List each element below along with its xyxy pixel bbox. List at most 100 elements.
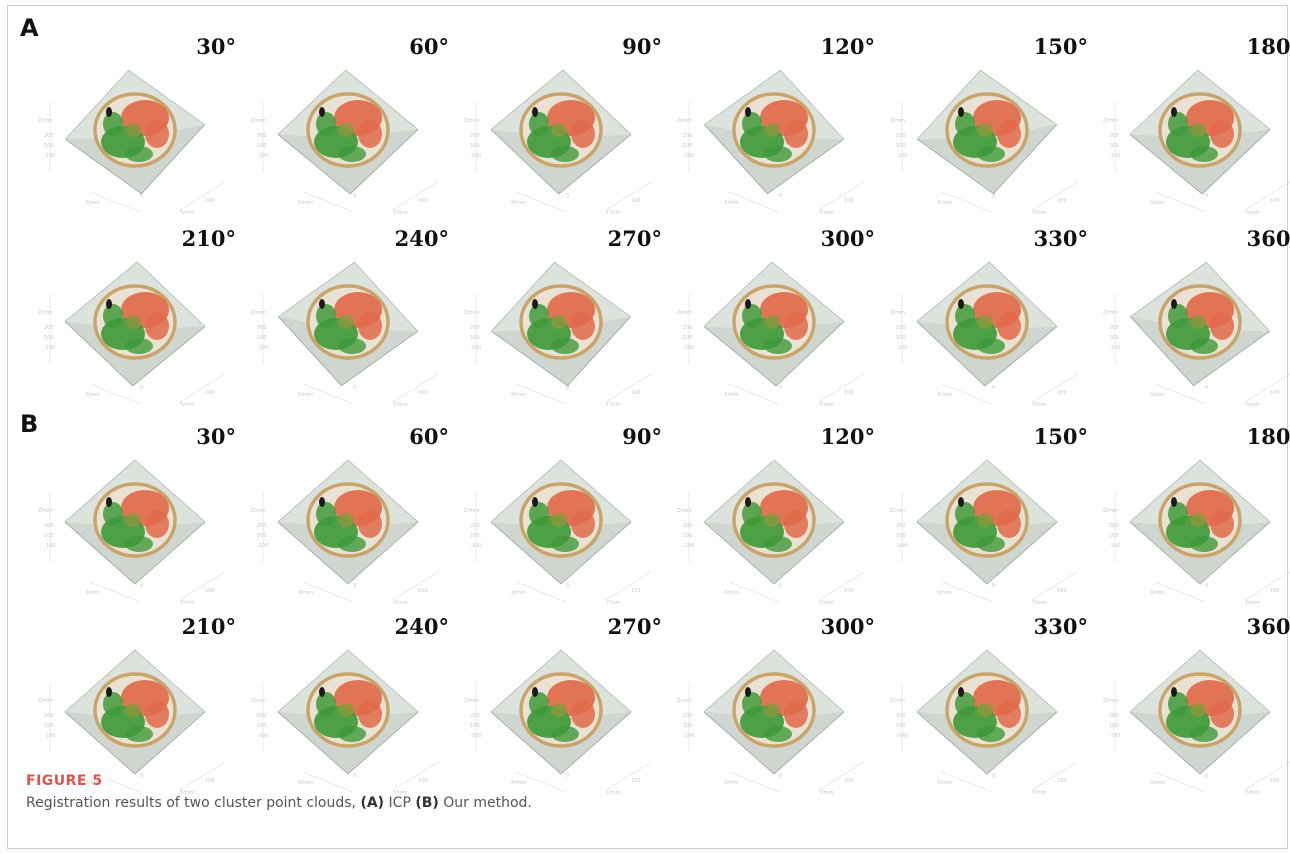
svg-text:100: 100 [1057,778,1067,784]
svg-text:0: 0 [1205,583,1208,589]
point-cloud-render: Z/mm 200 100 -100 X/mm Y/mm 0 100 [677,261,865,408]
svg-text:X/mm: X/mm [1150,780,1165,786]
svg-text:100: 100 [44,335,54,341]
svg-text:100: 100 [844,588,854,594]
svg-text:0: 0 [1205,193,1208,199]
svg-text:0: 0 [992,773,995,779]
registration-thumbnail: Z/mm 200 100 -100 X/mm Y/mm 0 100 90° [456,32,666,217]
svg-text:Y/mm: Y/mm [1244,210,1260,216]
svg-text:Z/mm: Z/mm [1103,698,1118,704]
svg-text:0: 0 [566,193,569,199]
svg-text:-100: -100 [257,345,268,351]
svg-text:100: 100 [205,390,215,396]
caption-prefix: Registration results of two cluster poin… [26,795,361,811]
rotation-angle-label: 150° [1033,34,1088,59]
svg-text:0: 0 [566,583,569,589]
svg-text:100: 100 [1270,390,1280,396]
svg-text:Z/mm: Z/mm [251,118,266,124]
rotation-angle-label: 240° [394,226,449,251]
rotation-angle-label: 360° [1246,614,1290,639]
point-cloud-render: Z/mm 200 100 -100 X/mm Y/mm 0 100 [464,69,652,216]
svg-text:X/mm: X/mm [511,392,526,398]
rotation-angle-label: 270° [607,226,662,251]
svg-text:X/mm: X/mm [85,590,100,596]
registration-thumbnail: Z/mm 200 100 -100 X/mm Y/mm 0 100 60° [243,32,453,217]
svg-text:200: 200 [1109,713,1119,719]
rotation-angle-label: 210° [181,226,236,251]
registration-thumbnail: Z/mm 200 100 -100 X/mm Y/mm 0 100 210° [30,224,240,409]
svg-text:X/mm: X/mm [85,392,100,398]
svg-text:200: 200 [1109,133,1119,139]
svg-text:100: 100 [844,778,854,784]
point-cloud-render: Z/mm 200 100 -100 X/mm Y/mm 0 100 [464,459,652,606]
svg-text:-100: -100 [1109,733,1120,739]
point-cloud-render: Z/mm 200 100 -100 X/mm Y/mm 0 100 [1103,69,1290,216]
svg-text:100: 100 [418,390,428,396]
rotation-angle-label: 210° [181,614,236,639]
svg-text:X/mm: X/mm [85,200,100,206]
point-cloud-render: Z/mm 200 100 -100 X/mm Y/mm 0 100 [38,649,226,796]
svg-text:0: 0 [1205,385,1208,391]
rotation-angle-label: 300° [820,226,875,251]
figure-number: FIGURE 5 [26,773,103,789]
svg-text:X/mm: X/mm [298,590,313,596]
svg-text:Z/mm: Z/mm [890,310,905,316]
svg-text:Z/mm: Z/mm [1103,118,1118,124]
svg-text:100: 100 [257,335,267,341]
svg-text:X/mm: X/mm [85,780,100,786]
registration-thumbnail: Z/mm 200 100 -100 X/mm Y/mm 0 100 150° [882,422,1092,607]
svg-text:-100: -100 [44,153,55,159]
svg-text:100: 100 [1057,588,1067,594]
svg-text:X/mm: X/mm [298,392,313,398]
svg-text:100: 100 [257,143,267,149]
svg-text:Y/mm: Y/mm [392,790,408,796]
svg-text:100: 100 [683,143,693,149]
point-cloud-render: Z/mm 200 100 -100 X/mm Y/mm 0 100 [890,649,1078,796]
svg-text:-100: -100 [44,733,55,739]
svg-text:200: 200 [683,523,693,529]
svg-text:200: 200 [470,713,480,719]
svg-text:0: 0 [140,385,143,391]
svg-text:X/mm: X/mm [511,780,526,786]
registration-thumbnail: Z/mm 200 100 -100 X/mm Y/mm 0 100 30° [30,422,240,607]
svg-text:X/mm: X/mm [1150,590,1165,596]
svg-text:Z/mm: Z/mm [1103,310,1118,316]
caption-tag-a: (A) [360,795,385,811]
svg-text:200: 200 [1109,523,1119,529]
svg-text:100: 100 [631,778,641,784]
svg-text:Y/mm: Y/mm [392,402,408,408]
svg-text:100: 100 [683,533,693,539]
svg-text:-100: -100 [896,153,907,159]
svg-text:100: 100 [205,588,215,594]
registration-thumbnail: Z/mm 200 100 -100 X/mm Y/mm 0 100 330° [882,612,1092,797]
registration-thumbnail: Z/mm 200 100 -100 X/mm Y/mm 0 100 210° [30,612,240,797]
point-cloud-render: Z/mm 200 100 -100 X/mm Y/mm 0 100 [890,261,1078,408]
svg-text:X/mm: X/mm [1150,392,1165,398]
svg-text:200: 200 [44,325,54,331]
svg-text:Y/mm: Y/mm [605,402,621,408]
point-cloud-render: Z/mm 200 100 -100 X/mm Y/mm 0 100 [38,261,226,408]
figure-caption: Registration results of two cluster poin… [26,795,532,811]
svg-text:100: 100 [1270,588,1280,594]
svg-text:X/mm: X/mm [724,200,739,206]
svg-text:-100: -100 [44,345,55,351]
svg-text:0: 0 [779,193,782,199]
svg-text:100: 100 [844,390,854,396]
rotation-angle-label: 300° [820,614,875,639]
point-cloud-render: Z/mm 200 100 -100 X/mm Y/mm 0 100 [890,69,1078,216]
svg-text:Z/mm: Z/mm [677,310,692,316]
registration-thumbnail: Z/mm 200 100 -100 X/mm Y/mm 0 100 270° [456,224,666,409]
svg-text:Y/mm: Y/mm [605,210,621,216]
svg-text:X/mm: X/mm [511,200,526,206]
svg-text:Z/mm: Z/mm [464,698,479,704]
svg-text:Y/mm: Y/mm [818,790,834,796]
svg-text:100: 100 [1270,778,1280,784]
rotation-angle-label: 270° [607,614,662,639]
point-cloud-render: Z/mm 200 100 -100 X/mm Y/mm 0 100 [1103,649,1290,796]
svg-text:X/mm: X/mm [937,392,952,398]
svg-text:0: 0 [353,193,356,199]
svg-text:X/mm: X/mm [937,780,952,786]
svg-text:Z/mm: Z/mm [677,698,692,704]
svg-text:Z/mm: Z/mm [677,508,692,514]
svg-text:Y/mm: Y/mm [392,210,408,216]
